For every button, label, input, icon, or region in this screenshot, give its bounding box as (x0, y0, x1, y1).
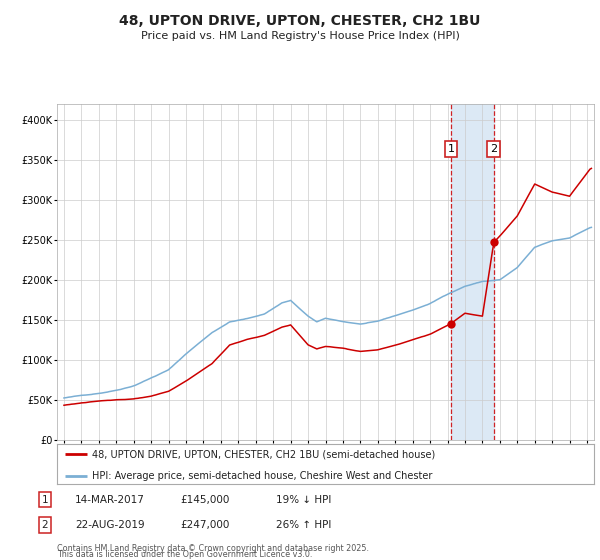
Text: 2: 2 (41, 520, 49, 530)
Text: £145,000: £145,000 (180, 494, 229, 505)
Text: 48, UPTON DRIVE, UPTON, CHESTER, CH2 1BU: 48, UPTON DRIVE, UPTON, CHESTER, CH2 1BU (119, 14, 481, 28)
Text: 14-MAR-2017: 14-MAR-2017 (75, 494, 145, 505)
Text: Contains HM Land Registry data © Crown copyright and database right 2025.: Contains HM Land Registry data © Crown c… (57, 544, 369, 553)
Text: 22-AUG-2019: 22-AUG-2019 (75, 520, 145, 530)
Text: 26% ↑ HPI: 26% ↑ HPI (276, 520, 331, 530)
Text: 1: 1 (41, 494, 49, 505)
Text: £247,000: £247,000 (180, 520, 229, 530)
Text: HPI: Average price, semi-detached house, Cheshire West and Chester: HPI: Average price, semi-detached house,… (92, 470, 432, 480)
Bar (451, 104, 494, 440)
Text: This data is licensed under the Open Government Licence v3.0.: This data is licensed under the Open Gov… (57, 550, 313, 559)
Text: Price paid vs. HM Land Registry's House Price Index (HPI): Price paid vs. HM Land Registry's House … (140, 31, 460, 41)
Text: 1: 1 (448, 144, 455, 154)
Text: 2: 2 (490, 144, 497, 154)
Text: 19% ↓ HPI: 19% ↓ HPI (276, 494, 331, 505)
Text: 48, UPTON DRIVE, UPTON, CHESTER, CH2 1BU (semi-detached house): 48, UPTON DRIVE, UPTON, CHESTER, CH2 1BU… (92, 449, 435, 459)
